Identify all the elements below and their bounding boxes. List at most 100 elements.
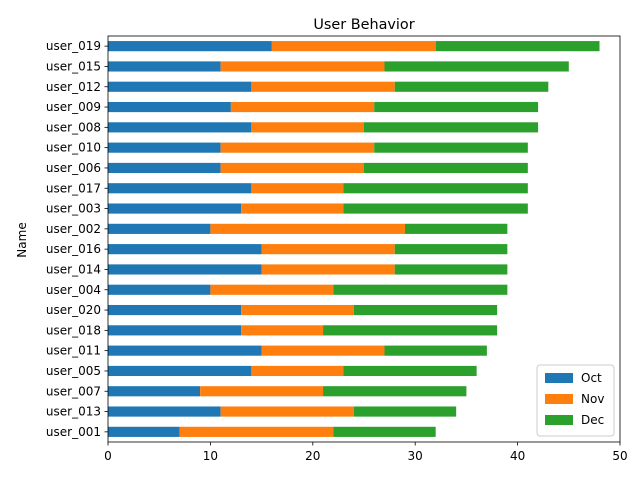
legend-swatch-dec [545,415,573,425]
y-tick-label: user_006 [46,161,101,175]
bar-user_009-oct [108,101,231,113]
y-tick-label: user_005 [46,364,101,378]
y-tick-label: user_002 [46,222,101,236]
legend-label-dec: Dec [581,413,604,427]
legend-label-nov: Nov [581,392,604,406]
bar-user_006-oct [108,162,221,174]
bar-user_002-oct [108,223,211,234]
y-tick-label: user_013 [46,405,101,419]
y-tick-label: user_003 [46,202,101,216]
bar-user_010-dec [374,142,528,153]
x-tick-label: 30 [408,449,423,463]
bar-user_011-dec [384,345,487,356]
x-tick-label: 10 [203,449,218,463]
bar-user_007-dec [323,386,467,397]
bar-user_006-nov [220,162,364,174]
legend-swatch-oct [545,373,573,383]
bar-user_004-oct [108,284,211,295]
bar-user_016-oct [108,244,262,255]
bar-user_007-oct [108,386,201,397]
bar-user_012-nov [251,81,395,92]
bar-user_008-dec [364,122,539,133]
y-tick-label: user_014 [46,262,101,276]
bar-user_018-nov [241,325,324,336]
bar-user_013-nov [220,406,354,417]
bar-user_015-dec [384,61,569,72]
bar-user_009-nov [230,101,375,113]
y-tick-label: user_017 [46,181,101,195]
x-tick-label: 50 [612,449,627,463]
bar-user_005-nov [251,365,344,377]
bar-user_019-oct [108,41,272,52]
y-tick-label: user_012 [46,80,101,94]
x-tick-label: 20 [305,449,320,463]
bar-user_004-dec [333,284,508,295]
bar-user_019-dec [435,41,600,52]
bar-user_001-nov [179,426,334,437]
bar-user_010-oct [108,142,221,153]
legend: Oct Nov Dec [536,364,615,437]
bar-user_018-dec [323,325,498,336]
y-tick-label: user_018 [46,323,101,337]
bar-user_017-dec [343,183,528,194]
bar-user_009-dec [374,101,539,113]
y-tick-label: user_001 [46,425,101,439]
bar-user_017-oct [108,183,252,194]
bar-user_016-dec [394,244,508,255]
legend-swatch-nov [545,394,573,404]
y-tick-label: user_009 [46,100,101,114]
bar-user_008-nov [251,122,364,133]
y-tick-label: user_004 [46,283,101,297]
y-tick-label: user_011 [46,344,101,358]
bar-user_014-dec [394,264,508,275]
bar-user_003-oct [108,203,242,214]
bar-user_005-oct [108,365,252,377]
bars-layer [108,41,600,437]
y-axis-title: Name [15,222,29,257]
bar-user_014-nov [261,264,395,275]
y-tick-label: user_015 [46,59,101,73]
bar-user_001-dec [333,426,436,437]
bar-user_002-dec [404,223,508,234]
y-tick-label: user_008 [46,120,101,134]
bar-user_020-dec [353,304,498,316]
bar-user_017-nov [251,183,344,194]
bar-user_006-dec [364,162,528,174]
y-tick-label: user_010 [46,141,101,155]
bar-user_011-oct [108,345,262,356]
bar-user_003-dec [343,203,528,214]
bar-user_012-oct [108,81,252,92]
chart-title: User Behavior [313,17,414,33]
y-tick-label: user_019 [46,39,101,53]
bar-user_016-nov [261,244,395,255]
bar-user_011-nov [261,345,385,356]
bar-user_005-dec [343,365,477,377]
bar-user_015-oct [108,61,221,72]
bar-user_019-nov [271,41,436,52]
y-tick-label: user_020 [46,303,101,317]
x-tick-label: 40 [510,449,525,463]
bar-user_014-oct [108,264,262,275]
bar-user_020-oct [108,304,242,316]
y-tick-label: user_016 [46,242,101,256]
axes-layer: user_019 user_015 user_012 user_009 user_008… [46,35,628,463]
bar-user_010-nov [220,142,375,153]
bar-user_001-oct [108,426,180,437]
y-tick-label: user_007 [46,384,101,398]
bar-user_013-dec [353,406,457,417]
bar-user_020-nov [241,304,354,316]
legend-label-oct: Oct [581,371,602,385]
bar-user_013-oct [108,406,221,417]
bar-user_002-nov [210,223,405,234]
bar-user_015-nov [220,61,385,72]
x-tick-label: 0 [104,449,112,463]
bar-user_004-nov [210,284,334,295]
plot-frame [107,35,621,443]
bar-user_003-nov [241,203,344,214]
bar-user_008-oct [108,122,252,133]
bar-user_018-oct [108,325,242,336]
bar-user_012-dec [394,81,549,92]
bar-user_007-nov [200,386,324,397]
